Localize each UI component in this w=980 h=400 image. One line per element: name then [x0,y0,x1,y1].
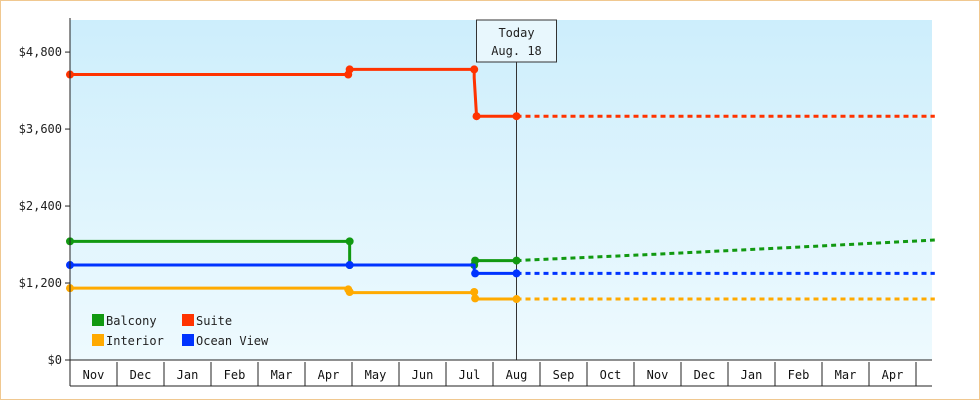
legend: Balcony Suite Interior Ocean View [92,314,269,348]
x-tick-label: Jan [741,368,763,382]
x-tick-label: Nov [647,368,669,382]
data-point-ocean-view-2 [471,269,480,278]
legend-item-balcony: Balcony [92,314,157,328]
series-ocean-view [66,261,935,278]
series-line-interior [70,286,517,301]
y-tick-label: $2,400 [19,199,62,213]
plot-background [70,20,932,360]
x-tick-label: Dec [694,368,716,382]
legend-swatch [182,314,194,326]
x-tick-label: Mar [271,368,293,382]
data-point-suite-5 [512,112,521,121]
series-layer [66,65,935,304]
x-tick-label: Jun [412,368,434,382]
x-tick-label: Feb [788,368,810,382]
legend-item-ocean-view: Ocean View [182,334,269,348]
legend-item-suite: Suite [182,314,232,328]
legend-swatch [92,334,104,346]
legend-swatch [92,314,104,326]
x-tick-label: Nov [83,368,105,382]
data-point-suite-2 [345,65,354,74]
today-marker: Today Aug. 18 [476,19,557,360]
data-point-interior-4 [471,294,480,303]
series-interior [66,284,935,304]
today-label-line1: Today [498,26,534,40]
y-tick-label: $4,800 [19,45,62,59]
legend-label: Ocean View [196,334,269,348]
data-point-balcony-4 [471,256,480,265]
x-tick-label: Dec [130,368,152,382]
legend-label: Interior [106,334,164,348]
legend-item-interior: Interior [92,334,164,348]
axes: $0 $1,200 $2,400 $3,600 $4,800 Nov Dec Jan Feb Ma… [19,18,932,387]
x-tick-label: Feb [224,368,246,382]
x-tick-label: Jan [177,368,199,382]
x-tick-label: Jul [459,368,481,382]
x-tick-label: Oct [600,368,622,382]
x-tick-label: Apr [882,368,904,382]
x-tick-label: May [365,368,387,382]
data-point-interior-5 [512,295,521,304]
y-tick-label: $3,600 [19,122,62,136]
y-tick-label: $1,200 [19,276,62,290]
month-strip [70,362,932,386]
x-tick-label: Aug [506,368,528,382]
data-point-interior-3 [470,288,479,296]
data-point-ocean-view-1 [345,261,354,270]
y-tick-label: $0 [48,353,62,367]
legend-label: Suite [196,314,232,328]
legend-swatch [182,334,194,346]
x-tick-label: Mar [835,368,857,382]
series-forecast-balcony [516,238,935,263]
data-point-suite-4 [472,112,481,121]
data-point-suite-3 [470,65,479,74]
x-tick-label: Sep [553,368,575,382]
series-line-ocean-view [70,263,517,275]
data-point-balcony-5 [512,256,521,265]
data-point-interior-2 [345,288,354,296]
today-label-line2: Aug. 18 [491,44,542,58]
today-label-box [476,19,557,63]
legend-label: Balcony [106,314,157,328]
data-point-balcony-1 [345,237,354,246]
data-point-ocean-view-3 [512,269,521,278]
x-tick-label: Apr [318,368,340,382]
series-suite [66,65,935,121]
